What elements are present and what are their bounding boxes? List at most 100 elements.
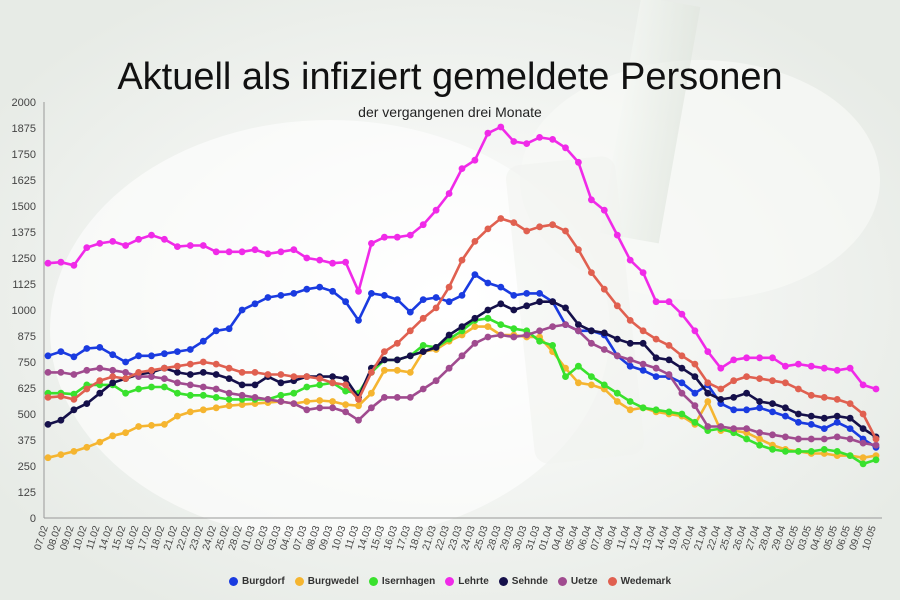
data-point xyxy=(432,304,440,312)
legend-item-sehnde[interactable]: Sehnde xyxy=(498,576,548,587)
data-point xyxy=(536,223,543,231)
legend-item-burgdorf[interactable]: Burgdorf xyxy=(228,576,285,587)
data-point xyxy=(70,396,78,403)
data-point xyxy=(872,435,880,443)
data-point xyxy=(329,379,336,387)
data-point xyxy=(303,406,311,414)
data-point xyxy=(70,406,78,414)
data-point xyxy=(393,339,401,347)
legend-item-burgwedel[interactable]: Burgwedel xyxy=(294,576,359,587)
data-point xyxy=(199,383,207,391)
legend-item-lehrte[interactable]: Lehrte xyxy=(445,576,489,587)
data-point xyxy=(820,364,828,372)
data-point xyxy=(368,389,375,397)
data-point xyxy=(484,333,492,341)
data-point xyxy=(83,345,91,352)
data-point xyxy=(251,369,259,376)
data-point xyxy=(549,136,556,143)
data-point xyxy=(807,412,815,420)
y-tick-label: 1625 xyxy=(12,175,36,187)
data-point xyxy=(782,379,789,387)
data-point xyxy=(471,271,479,278)
data-point xyxy=(445,190,453,197)
data-point xyxy=(122,429,129,437)
series-wedemark xyxy=(44,215,880,443)
data-point xyxy=(277,398,285,405)
data-point xyxy=(795,385,802,393)
data-point xyxy=(290,389,298,397)
data-point xyxy=(872,456,880,464)
data-point xyxy=(238,306,246,314)
data-point xyxy=(122,389,129,397)
data-point xyxy=(807,448,815,455)
data-point xyxy=(562,304,569,312)
data-point xyxy=(329,398,336,405)
data-point xyxy=(174,243,181,251)
data-point xyxy=(406,327,414,335)
data-point xyxy=(329,259,336,267)
legend-item-wedemark[interactable]: Wedemark xyxy=(607,576,671,587)
legend-item-isernhagen[interactable]: Isernhagen xyxy=(368,576,435,587)
data-point xyxy=(96,240,104,247)
data-point xyxy=(148,383,155,391)
data-point xyxy=(665,298,673,306)
data-point xyxy=(316,404,324,412)
data-point xyxy=(782,404,789,412)
data-point xyxy=(96,377,104,385)
legend-label: Sehnde xyxy=(511,576,548,587)
data-point xyxy=(652,373,660,380)
data-point xyxy=(122,242,129,249)
data-point xyxy=(756,354,763,362)
data-point xyxy=(161,364,168,372)
data-point xyxy=(536,134,543,141)
data-point xyxy=(471,314,479,322)
data-point xyxy=(225,402,233,410)
data-point xyxy=(562,144,569,152)
data-point xyxy=(303,398,311,405)
data-point xyxy=(135,423,143,430)
data-point xyxy=(109,351,117,359)
data-point xyxy=(44,259,52,267)
data-point xyxy=(225,248,233,256)
data-point xyxy=(691,360,699,368)
data-point xyxy=(199,242,207,249)
data-point xyxy=(782,448,789,455)
data-point xyxy=(70,371,78,378)
data-point xyxy=(497,331,505,339)
data-point xyxy=(199,391,207,399)
data-point xyxy=(820,414,828,422)
data-point xyxy=(419,348,427,355)
data-point xyxy=(807,435,815,443)
data-point xyxy=(109,432,117,440)
data-point xyxy=(665,408,673,416)
data-point xyxy=(497,321,505,328)
data-point xyxy=(251,381,259,389)
legend: Burgdorf Burgwedel Isernhagen Lehrte Sehnde U… xyxy=(0,576,900,587)
data-point xyxy=(549,298,556,306)
data-point xyxy=(174,348,181,355)
data-point xyxy=(303,285,311,293)
data-point xyxy=(70,390,78,398)
series-line xyxy=(47,273,877,449)
data-point xyxy=(743,373,750,380)
data-point xyxy=(264,371,272,378)
data-point xyxy=(588,196,595,204)
data-point xyxy=(484,323,492,330)
data-point xyxy=(316,256,324,264)
data-point xyxy=(122,358,129,366)
data-point xyxy=(782,412,789,420)
data-point xyxy=(600,206,608,214)
legend-item-uetze[interactable]: Uetze xyxy=(557,576,598,587)
data-point xyxy=(174,379,181,387)
data-point xyxy=(536,337,543,345)
data-point xyxy=(717,423,725,430)
data-point xyxy=(393,366,401,374)
data-point xyxy=(342,387,349,395)
legend-swatch xyxy=(228,577,238,586)
y-tick-label: 1875 xyxy=(12,123,36,135)
data-point xyxy=(381,394,388,401)
data-point xyxy=(859,460,867,468)
data-point xyxy=(756,429,763,437)
